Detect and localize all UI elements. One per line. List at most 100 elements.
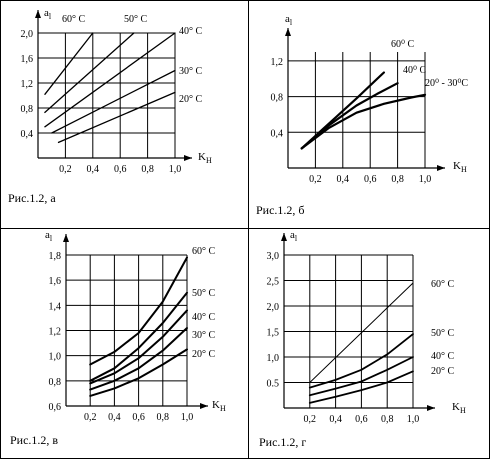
series-group <box>308 282 414 404</box>
series-label: 20⁰ - 30⁰C <box>425 78 468 89</box>
x-tick-label: 1,0 <box>169 164 182 175</box>
series-labels: 60⁰ C 40⁰ C 20⁰ - 30⁰C <box>391 39 468 89</box>
x-tick-label: 0,6 <box>355 414 368 425</box>
series-label: 50° C <box>431 328 454 339</box>
caption: Рис.1.2, г <box>259 435 306 449</box>
series-label: 20° C <box>179 94 202 105</box>
y-axis-label: al <box>44 7 52 21</box>
series-line <box>44 32 176 128</box>
y-axis-arrow <box>285 28 291 36</box>
tick-labels: 0,2 0,4 0,6 0,8 1,0 0,4 0,8 1,2 1,6 2,0 <box>21 29 182 175</box>
x-tick-label: 1,0 <box>181 412 194 423</box>
y-tick-label: 0,8 <box>49 377 62 388</box>
x-axis-arrow <box>427 405 435 411</box>
series-line <box>89 291 188 382</box>
y-axis-arrow <box>281 233 287 241</box>
series-line <box>300 82 399 150</box>
caption: Рис.1.2, а <box>8 191 56 205</box>
axes <box>285 28 445 171</box>
y-tick-label: 1,6 <box>49 276 62 287</box>
grid-lines <box>38 32 176 158</box>
x-tick-label: 0,4 <box>108 412 121 423</box>
x-tick-label: 0,6 <box>364 174 377 185</box>
x-tick-label: 0,4 <box>329 414 342 425</box>
series-line <box>57 91 176 144</box>
series-line <box>308 356 414 397</box>
y-tick-label: 0,4 <box>271 128 284 139</box>
series-group <box>44 32 176 144</box>
y-tick-label: 2,0 <box>267 302 280 313</box>
axes <box>63 234 208 409</box>
x-axis-arrow <box>184 155 192 161</box>
y-tick-label: 2,0 <box>21 29 34 40</box>
y-tick-label: 1,2 <box>49 327 62 338</box>
series-label: 20° C <box>192 349 215 360</box>
series-line <box>89 348 188 397</box>
y-tick-label: 1,0 <box>49 352 62 363</box>
series-labels: 60° C 50° C 40° C 30° C 20° C <box>62 14 202 105</box>
y-axis-arrow <box>35 10 41 18</box>
x-tick-label: 0,8 <box>157 412 170 423</box>
x-axis-arrow <box>437 165 445 171</box>
x-tick-label: 0,4 <box>87 164 100 175</box>
tick-labels: 0,2 0,4 0,6 0,8 1,0 0,4 0,8 1,2 <box>271 57 432 185</box>
series-labels: 60° C 50° C 40° C 30° C 20° C <box>192 246 215 360</box>
series-line <box>308 333 414 389</box>
series-line <box>89 309 188 385</box>
y-tick-label: 0,6 <box>49 402 62 413</box>
y-axis-label: al <box>45 229 53 243</box>
series-label: 40° C <box>192 312 215 323</box>
y-tick-label: 0,8 <box>271 93 284 104</box>
series-line <box>51 69 176 134</box>
series-line <box>308 370 414 404</box>
series-group <box>89 256 188 397</box>
axes <box>281 233 435 411</box>
x-tick-label: 0,8 <box>391 174 404 185</box>
series-label: 50° C <box>192 288 215 299</box>
series-label: 60° C <box>431 279 454 290</box>
series-labels: 60° C 50° C 40° C 20° C <box>431 279 454 377</box>
series-label: 60° C <box>62 14 85 25</box>
x-tick-label: 0,2 <box>304 414 317 425</box>
y-tick-label: 1,4 <box>49 301 62 312</box>
series-label: 40° C <box>179 26 202 37</box>
x-tick-label: 0,6 <box>132 412 145 423</box>
grid-lines <box>288 52 426 168</box>
x-tick-label: 0,2 <box>84 412 97 423</box>
series-group <box>300 71 427 150</box>
series-line <box>309 282 414 383</box>
x-tick-label: 0,4 <box>337 174 350 185</box>
y-tick-label: 1,2 <box>21 79 34 90</box>
y-axis-label: al <box>290 229 298 243</box>
y-tick-label: 3,0 <box>267 251 280 262</box>
y-tick-label: 1,6 <box>21 54 34 65</box>
x-tick-label: 0,8 <box>381 414 394 425</box>
x-tick-label: 0,2 <box>59 164 72 175</box>
series-label: 30° C <box>179 66 202 77</box>
series-line <box>89 256 188 366</box>
x-axis-label: KH <box>198 151 212 165</box>
series-line <box>44 32 94 95</box>
x-tick-label: 0,8 <box>141 164 154 175</box>
x-tick-label: 0,6 <box>114 164 127 175</box>
x-axis-label: KH <box>453 160 467 174</box>
y-tick-label: 0,4 <box>21 129 34 140</box>
series-label: 40° C <box>431 351 454 362</box>
series-label: 40⁰ C <box>403 65 427 76</box>
series-label: 30° C <box>192 330 215 341</box>
x-axis-label: KH <box>212 399 226 413</box>
x-axis-label: KH <box>452 401 466 415</box>
axes <box>35 10 192 161</box>
y-tick-label: 1,2 <box>271 57 284 68</box>
tick-labels: 0,2 0,4 0,6 0,8 1,0 0.5 1,0 1,5 2,0 2,5 3,0 <box>267 251 420 425</box>
series-line <box>44 32 135 114</box>
x-tick-label: 0,2 <box>309 174 322 185</box>
series-label: 50° C <box>124 14 147 25</box>
caption: Рис.1.2, в <box>10 433 58 447</box>
y-tick-label: 0,8 <box>21 104 34 115</box>
x-axis-arrow <box>200 403 208 409</box>
